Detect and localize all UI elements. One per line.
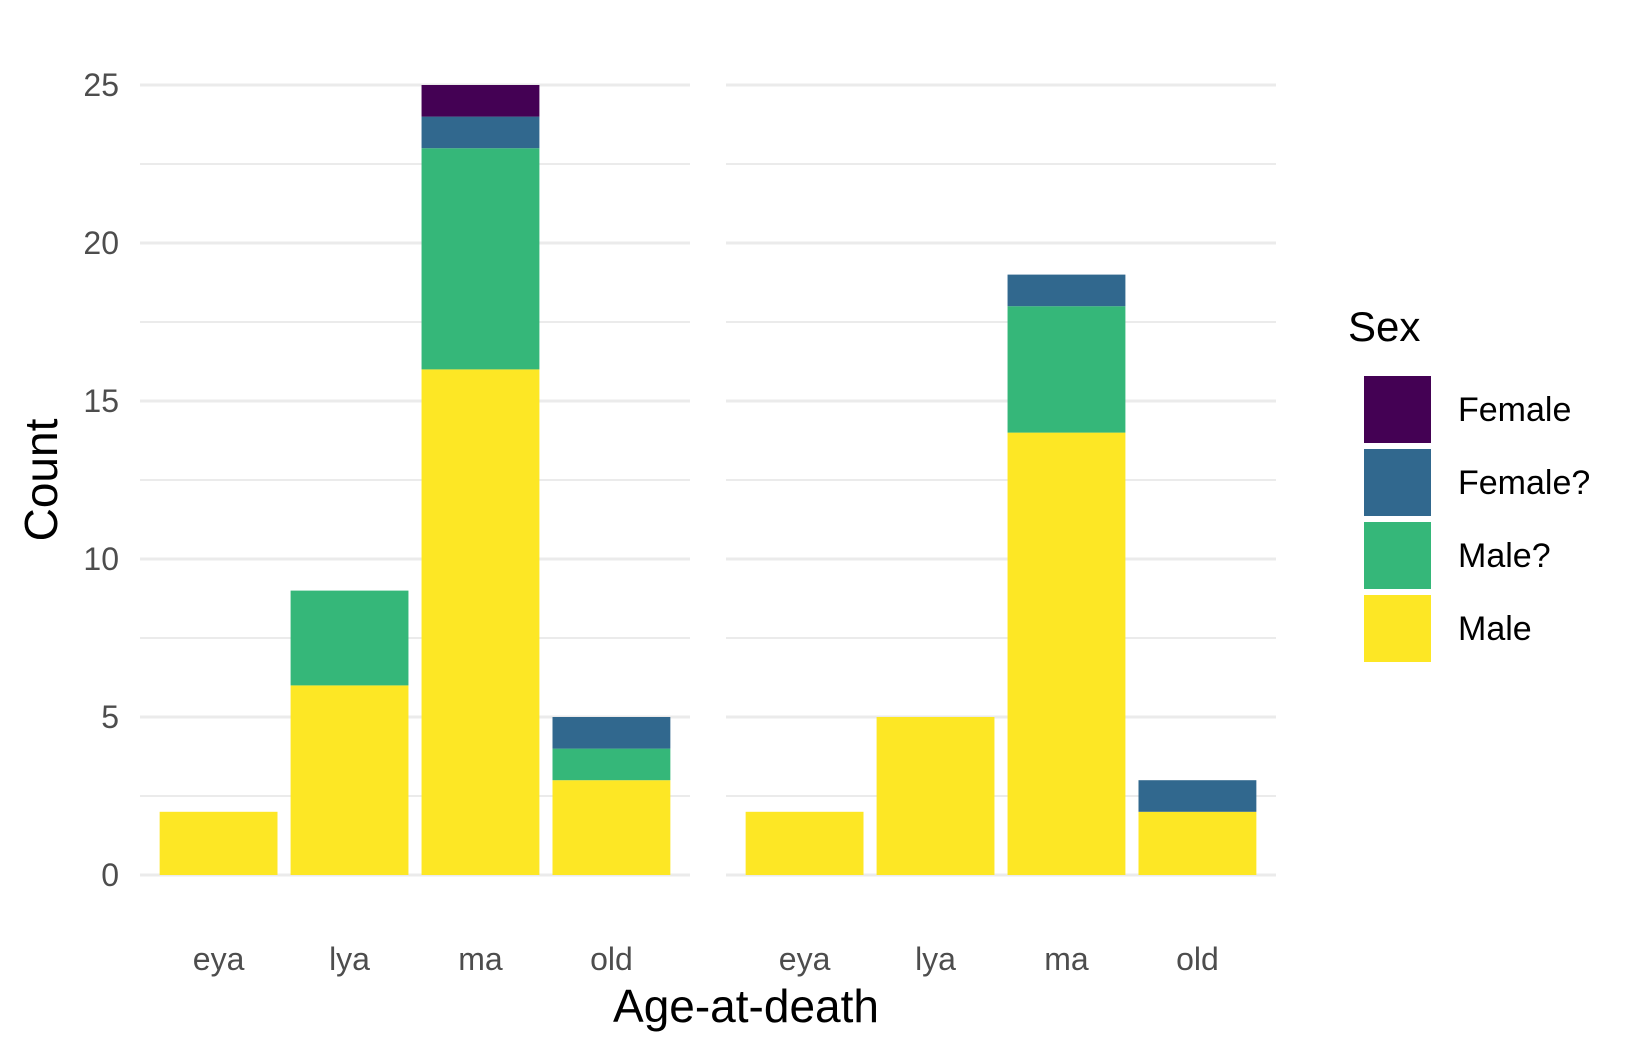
bars [159, 85, 1257, 875]
bar-segment-male-lya [876, 717, 995, 875]
y-axis-title: Count [15, 418, 67, 541]
y-tick-label: 15 [83, 383, 119, 419]
legend: Sex Female Female? Male? Male [1348, 303, 1590, 662]
bar-segment-male-eya [745, 811, 864, 875]
legend-label: Female [1458, 391, 1571, 429]
legend-key-female [1364, 376, 1431, 443]
legend-key-male [1364, 595, 1431, 662]
y-tick-label: 25 [83, 67, 119, 103]
bar-segment-female-uncertain-old [1138, 780, 1257, 812]
bar-segment-male-ma [1007, 432, 1126, 875]
bar-segment-female-uncertain-ma [421, 116, 540, 149]
y-axis-ticks: 0 5 10 15 20 25 [83, 67, 119, 893]
x-tick-label: eya [779, 941, 831, 977]
x-tick-label: lya [329, 941, 370, 977]
bar-segment-male-ma [421, 369, 540, 875]
bar-segment-male-old [552, 780, 671, 875]
bar-segment-male-eya [159, 811, 278, 875]
x-tick-label: ma [458, 941, 503, 977]
x-tick-label: eya [193, 941, 245, 977]
legend-key-male-uncertain [1364, 522, 1431, 589]
y-tick-label: 0 [101, 857, 119, 893]
x-axis-ticks: eya lya ma old eya lya ma old [193, 941, 1219, 977]
legend-label: Male [1458, 610, 1532, 648]
bar-segment-female-uncertain-old [552, 717, 671, 749]
bar-segment-female-uncertain-ma [1007, 274, 1126, 307]
x-tick-label: ma [1044, 941, 1089, 977]
bar-segment-male-uncertain-ma [421, 148, 540, 370]
legend-title: Sex [1348, 303, 1420, 350]
x-tick-label: old [590, 941, 633, 977]
bar-segment-male-uncertain-old [552, 748, 671, 781]
y-tick-label: 5 [101, 699, 119, 735]
y-tick-label: 20 [83, 225, 119, 261]
bar-segment-male-lya [290, 685, 409, 875]
x-tick-label: lya [915, 941, 956, 977]
bar-segment-male-uncertain-ma [1007, 306, 1126, 433]
x-tick-label: old [1176, 941, 1219, 977]
bar-segment-male-uncertain-lya [290, 590, 409, 686]
y-tick-label: 10 [83, 541, 119, 577]
bar-segment-male-old [1138, 811, 1257, 875]
legend-key-female-uncertain [1364, 449, 1431, 516]
legend-label: Female? [1458, 464, 1590, 502]
bar-segment-female-ma [421, 85, 540, 117]
x-axis-title: Age-at-death [613, 980, 879, 1032]
legend-label: Male? [1458, 537, 1551, 575]
